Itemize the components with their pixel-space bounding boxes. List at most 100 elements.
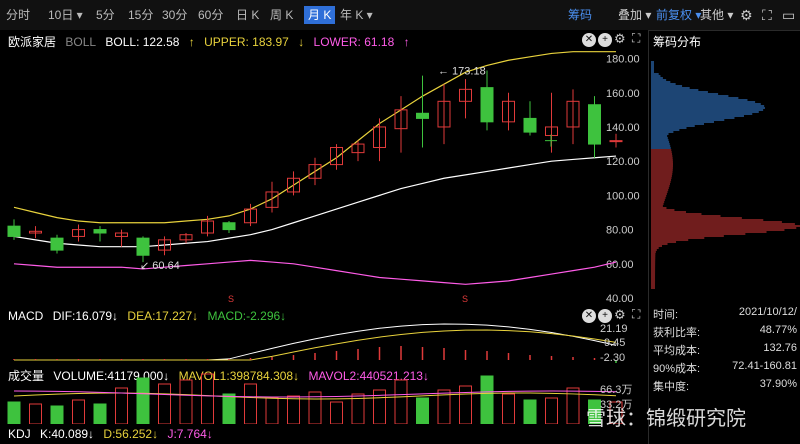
- fullscreen-icon[interactable]: ⛶: [762, 7, 772, 23]
- watermark: 雪球：锦缎研究院: [586, 408, 746, 430]
- period-toolbar: 分时 10日 ▾ 5分 15分 30分 60分日 K 周 K 月 K 年 K ▾ 筹码 叠加 ▾ 前复…: [0, 0, 800, 31]
- kline-panel: 欧派家居 BOLL BOLL: 122.58 ↑ UPPER: 183.97 ↓…: [0, 30, 648, 308]
- volume-bar: [265, 397, 279, 424]
- chip-distribution-panel: 筹码分布 时间: 2021/10/12/获利比率: 48.77% 平均成本: 132.7…: [648, 30, 800, 444]
- chip-stat-row: 平均成本: 132.76: [653, 342, 797, 358]
- chip-stat-value: 2021/10/12/: [738, 306, 797, 318]
- volume-bar: [72, 399, 85, 424]
- j-value: J:7.764↓: [167, 427, 213, 441]
- volume-bar: [394, 379, 408, 424]
- volume-name[interactable]: 成交量: [8, 369, 45, 383]
- y-tick-label: 100.00: [606, 190, 640, 202]
- kdj-name[interactable]: KDJ: [8, 427, 31, 441]
- upper-arrow: ↑: [188, 35, 195, 49]
- y-tick-label: 180.00: [606, 54, 640, 66]
- volume-tick: 33.2万: [600, 399, 633, 411]
- volume-bar: [308, 391, 322, 424]
- macd-panel: MACD DIF:16.079↓ DEA:17.227↓ MACD:-2.296…: [0, 307, 648, 366]
- window-icon[interactable]: ▭: [782, 7, 796, 23]
- volume-bar: [502, 393, 515, 424]
- period-tab[interactable]: 30分: [162, 8, 188, 22]
- indicator-name[interactable]: BOLL: [65, 35, 97, 49]
- boll-value: BOLL: 122.58: [105, 35, 180, 49]
- volume-bar: [287, 395, 300, 424]
- period-tab[interactable]: 5分: [96, 8, 115, 22]
- candle-body: [523, 117, 537, 133]
- volume-bar: [29, 403, 42, 424]
- volume-bar: [523, 399, 537, 424]
- mavol1-line: [13, 392, 617, 400]
- chip-stat-row: 时间: 2021/10/12/: [653, 306, 797, 322]
- period-tab[interactable]: 年 K ▾: [340, 8, 373, 22]
- macd-gear-icon[interactable]: ⚙: [614, 307, 626, 322]
- volume-bar: [179, 379, 193, 424]
- expand-icon[interactable]: ⛶: [632, 31, 641, 45]
- volume-bar: [201, 373, 214, 424]
- y-tick-label: 140.00: [606, 122, 640, 134]
- y-tick-label: 60.00: [606, 259, 634, 271]
- mavol1-value: MAVOL1:398784.308↓: [178, 369, 300, 383]
- chip-tab[interactable]: 筹码: [568, 8, 593, 22]
- chip-stat-label: 集中度:: [653, 381, 690, 393]
- period-tab[interactable]: 10日 ▾: [48, 8, 83, 22]
- candle-body: [265, 191, 279, 208]
- candle-body: [158, 239, 171, 251]
- volume-bar: [480, 375, 494, 424]
- volume-bar: [351, 393, 365, 424]
- volume-bar: [158, 383, 171, 424]
- settings-icon[interactable]: ⚙: [740, 7, 753, 23]
- macd-chart: [13, 323, 617, 363]
- candle-body: [437, 100, 451, 128]
- candle-body: [29, 230, 42, 234]
- chip-stat-row: 90%成本: 72.41-160.81: [653, 360, 797, 376]
- signal-marker: S: [228, 294, 234, 304]
- candle-body: [330, 146, 343, 166]
- volume-bar: [373, 389, 386, 424]
- macd-expand-icon[interactable]: ⛶: [632, 307, 641, 321]
- period-tab[interactable]: 月 K: [304, 6, 336, 24]
- macd-tick: -2.30: [600, 352, 626, 364]
- candle-body: [244, 208, 257, 224]
- lower-arrow: ↑: [403, 35, 410, 49]
- volume-bar: [50, 405, 64, 424]
- volume-bar: [609, 401, 623, 424]
- volume-bar: [115, 387, 128, 424]
- period-tab[interactable]: 60分: [198, 8, 224, 22]
- candle-body: [416, 112, 429, 119]
- chip-stat-label: 90%成本:: [653, 363, 701, 375]
- period-tab[interactable]: 15分: [128, 8, 154, 22]
- candlestick-chart[interactable]: 180.00 160.00 140.00 120.00 100.00 80.00 60.00…: [0, 30, 648, 308]
- macd-close-icon[interactable]: ✕: [582, 309, 596, 323]
- dea-line: [14, 329, 617, 361]
- period-tab[interactable]: 周 K: [270, 8, 294, 22]
- kline-header: 欧派家居 BOLL BOLL: 122.58 ↑ UPPER: 183.97 ↓…: [8, 33, 416, 50]
- add-icon[interactable]: +: [598, 33, 612, 47]
- y-tick-label: 80.00: [606, 225, 634, 237]
- chip-histogram: [651, 61, 800, 289]
- y-tick-label: 120.00: [606, 156, 640, 168]
- d-value: D:56.252↓: [103, 427, 159, 441]
- other-menu[interactable]: 其他 ▾: [700, 8, 734, 22]
- adjust-menu[interactable]: 前复权 ▾: [656, 8, 702, 22]
- macd-name[interactable]: MACD: [8, 309, 44, 323]
- candle-body: [609, 140, 623, 143]
- chip-stat-value: 72.41-160.81: [732, 360, 797, 372]
- chip-stat-row: 获利比率: 48.77%: [653, 324, 797, 340]
- candle-body: [201, 220, 214, 234]
- macd-tick: 9.45: [604, 337, 626, 349]
- overlay-menu[interactable]: 叠加 ▾: [618, 8, 652, 22]
- volume-chart: [7, 373, 623, 424]
- period-tab[interactable]: 日 K: [236, 8, 260, 22]
- kdj-header: KDJ K:40.089↓ D:56.252↓ J:7.764↓: [8, 427, 219, 441]
- chip-stat-label: 时间:: [653, 309, 679, 321]
- dif-value: DIF:16.079↓: [52, 309, 119, 323]
- candle-body: [7, 225, 21, 237]
- gear-icon[interactable]: ⚙: [614, 31, 626, 46]
- period-tab[interactable]: 分时: [6, 8, 31, 22]
- macd-add-icon[interactable]: +: [598, 309, 612, 323]
- candle-body: [136, 237, 150, 256]
- volume-bar: [459, 385, 472, 424]
- upper-band-line: [13, 51, 616, 224]
- volume-bar: [93, 403, 107, 424]
- close-icon[interactable]: ✕: [582, 33, 596, 47]
